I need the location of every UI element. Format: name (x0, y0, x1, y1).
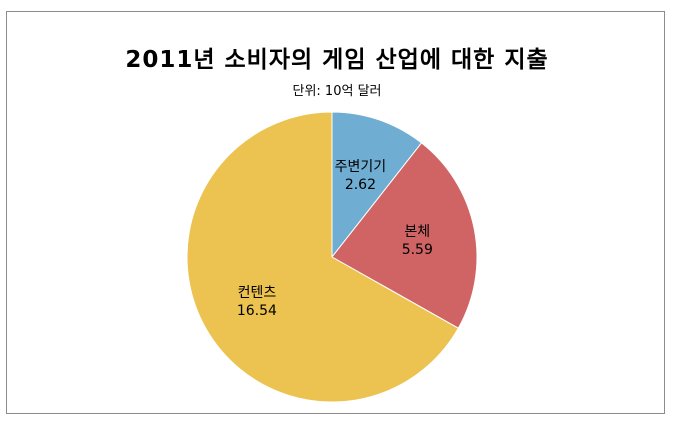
pie-slice-0 (331, 111, 423, 259)
chart-subtitle: 단위: 10억 달러 (292, 84, 382, 99)
slice-name-label-2: 컨텐츠 (238, 285, 277, 301)
pie-slice-2 (186, 111, 459, 403)
slice-value-label-0: 2.62 (345, 177, 376, 193)
pie-slice-1 (331, 142, 478, 329)
slice-name-label-1: 본체 (404, 224, 430, 240)
slice-name-label-0: 주변기기 (335, 159, 387, 175)
slice-value-label-1: 5.59 (402, 242, 433, 258)
chart-title: 2011년 소비자의 게임 산업에 대한 지출 (125, 47, 549, 73)
slice-value-label-2: 16.54 (237, 303, 277, 319)
